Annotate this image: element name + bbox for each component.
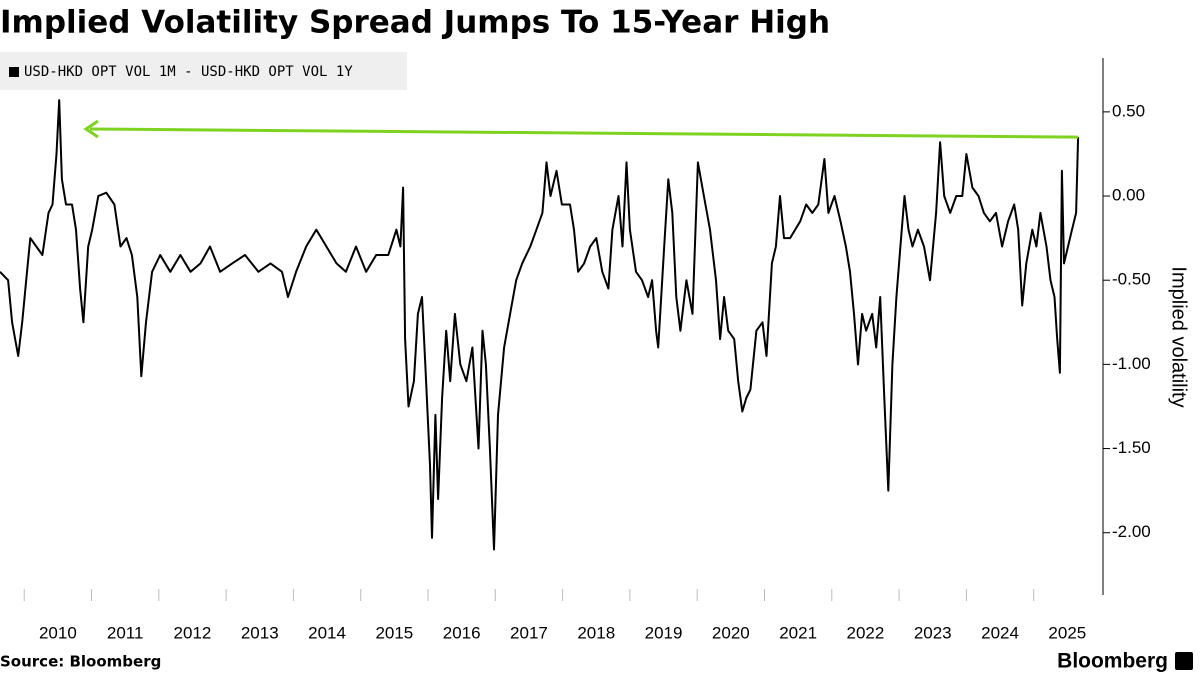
x-tick-label: 2020 — [712, 623, 750, 642]
y-tick-label: -2.00 — [1112, 522, 1151, 541]
x-tick-label: 2013 — [241, 623, 279, 642]
y-tick-label: -1.50 — [1112, 438, 1151, 457]
y-tick-label: -0.50 — [1112, 270, 1151, 289]
chart-title: Implied Volatility Spread Jumps To 15-Ye… — [0, 5, 830, 41]
x-tick-label: 2011 — [107, 623, 144, 642]
x-tick-label: 2023 — [914, 623, 952, 642]
x-tick-label: 2022 — [847, 623, 885, 642]
legend-box — [0, 52, 407, 90]
legend-label: USD-HKD OPT VOL 1M - USD-HKD OPT VOL 1Y — [24, 64, 353, 80]
x-tick-label: 2016 — [443, 623, 481, 642]
x-tick-label: 2014 — [308, 623, 346, 642]
x-tick-label: 2025 — [1048, 623, 1086, 642]
y-axis-label: Implied volatility — [1168, 266, 1190, 407]
x-tick-label: 2012 — [174, 623, 212, 642]
annotation-arrowhead — [83, 119, 99, 139]
x-tick-label: 2019 — [645, 623, 683, 642]
x-tick-label: 2021 — [779, 623, 817, 642]
brand: Bloomberg — [1057, 650, 1168, 673]
x-tick-label: 2015 — [375, 623, 413, 642]
source: Source: Bloomberg — [0, 653, 161, 671]
x-tick-label: 2010 — [39, 623, 77, 642]
legend-swatch — [9, 67, 19, 77]
y-tick-label: 0.50 — [1112, 101, 1145, 120]
annotation-arrow — [89, 127, 1079, 139]
x-tick-label: 2017 — [510, 623, 548, 642]
x-tick-label: 2018 — [577, 623, 615, 642]
y-tick-label: -1.00 — [1112, 354, 1151, 373]
brand-icon — [1175, 652, 1193, 670]
x-tick-label: 2024 — [981, 623, 1019, 642]
line-series — [0, 99, 1080, 551]
y-tick-label: 0.00 — [1112, 186, 1145, 205]
